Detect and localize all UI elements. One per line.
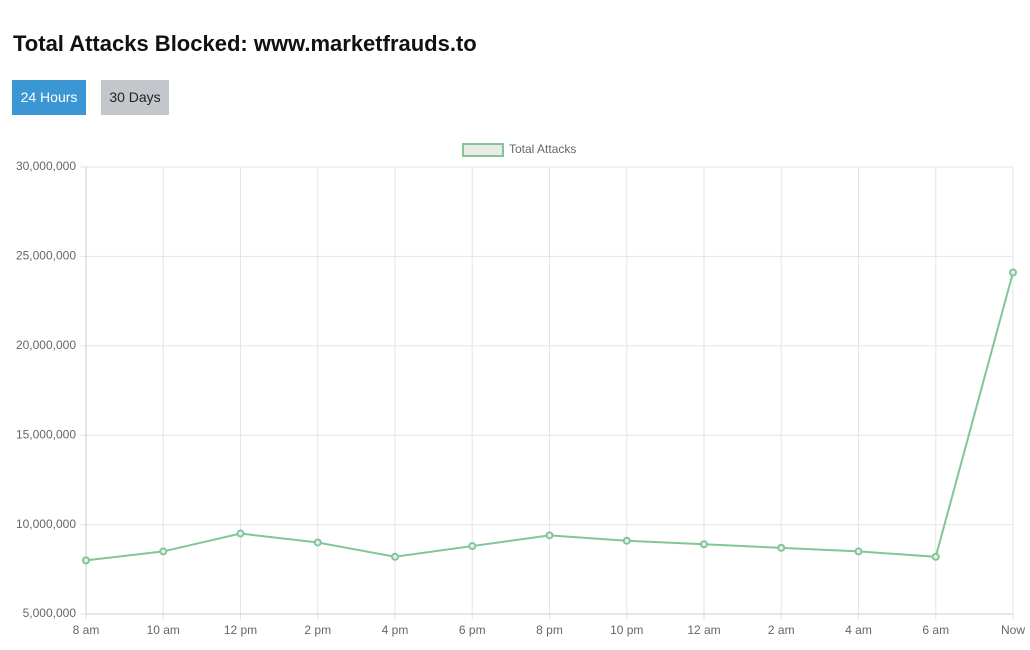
range-button[interactable]: 24 Hours: [12, 80, 86, 115]
x-tick-label: 2 pm: [304, 623, 331, 637]
y-tick-label: 30,000,000: [16, 159, 76, 173]
x-tick-label: 6 am: [922, 623, 949, 637]
y-tick-label: 20,000,000: [16, 338, 76, 352]
x-tick-label: 2 am: [768, 623, 795, 637]
range-button[interactable]: 30 Days: [101, 80, 169, 115]
x-tick-label: 4 pm: [382, 623, 409, 637]
x-tick-label: 4 am: [845, 623, 872, 637]
x-tick-label: 12 pm: [224, 623, 257, 637]
data-point: [545, 531, 554, 540]
x-tick-label: 10 pm: [610, 623, 643, 637]
data-point: [391, 552, 399, 561]
data-point: [622, 536, 631, 545]
x-tick-label: 10 am: [147, 623, 180, 637]
data-point: [159, 547, 168, 556]
data-point: [777, 543, 786, 552]
y-tick-label: 15,000,000: [16, 427, 76, 441]
data-point: [82, 556, 90, 565]
data-point: [236, 529, 245, 538]
data-point: [313, 538, 322, 547]
page-title: Total Attacks Blocked: www.marketfrauds.…: [13, 31, 477, 56]
legend-swatch: [462, 143, 504, 157]
y-tick-label: 5,000,000: [23, 606, 77, 620]
data-point: [854, 547, 863, 556]
data-point: [1009, 268, 1017, 277]
data-point: [468, 542, 477, 551]
x-tick-label: 8 am: [73, 623, 100, 637]
x-tick-label: 6 pm: [459, 623, 486, 637]
x-tick-label: Now: [1001, 623, 1025, 637]
legend-label: Total Attacks: [509, 142, 576, 156]
data-point: [700, 540, 708, 549]
data-point: [931, 552, 940, 561]
y-tick-label: 10,000,000: [16, 517, 76, 531]
x-tick-label: 12 am: [687, 623, 720, 637]
y-tick-label: 25,000,000: [16, 249, 76, 263]
x-tick-label: 8 pm: [536, 623, 563, 637]
